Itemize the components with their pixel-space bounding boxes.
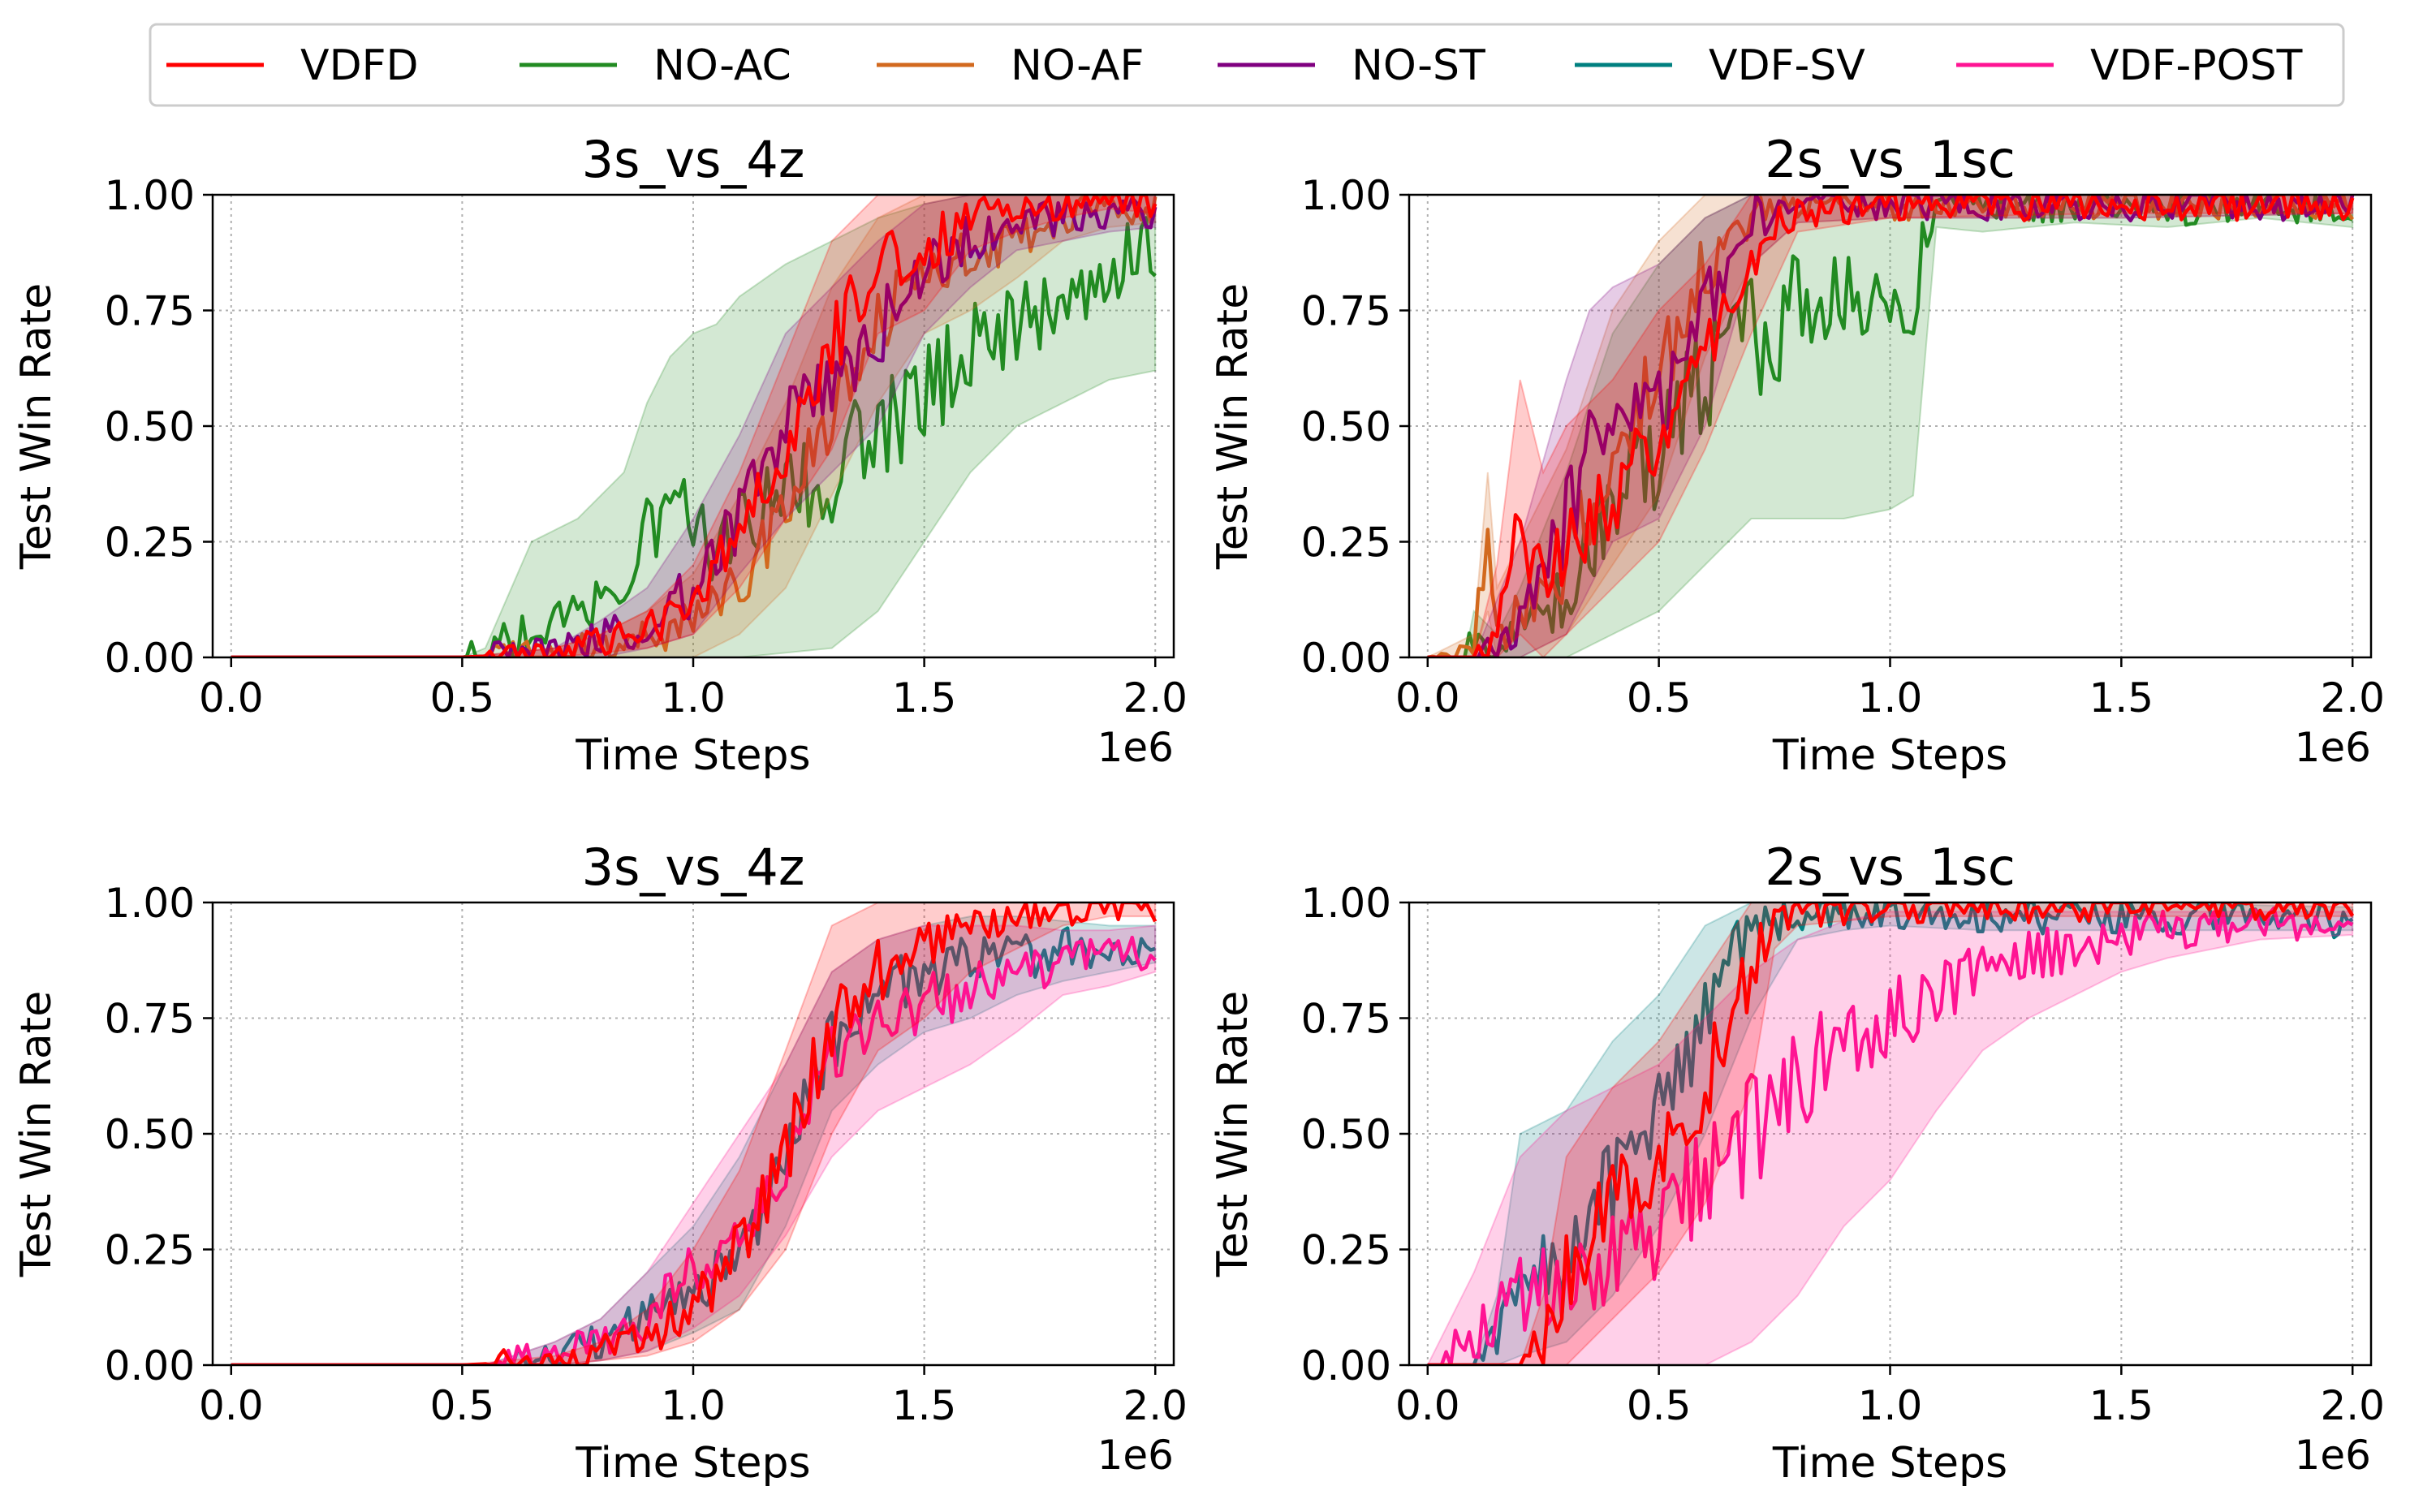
- subplot-title: 3s_vs_4z: [582, 130, 805, 189]
- line-vdf-post: [231, 935, 1157, 1365]
- y-tick-label: 0.00: [105, 635, 195, 682]
- subplot-4: 0.0 0.5 1.0 1.5 2.0 0.00 0.25 0.50 0.75 1.00 2s_vs…: [1209, 838, 2385, 1488]
- y-axis-label: Test Win Rate: [12, 283, 61, 570]
- y-axis-label: Test Win Rate: [1209, 283, 1257, 570]
- line-no-af: [231, 195, 1158, 657]
- x-tick-label: 0.5: [1627, 1382, 1692, 1429]
- y-tick-label: 1.00: [1301, 880, 1391, 927]
- legend-label-vdfd: VDFD: [300, 41, 419, 90]
- band-vdfd: [1427, 902, 2354, 1365]
- series-group: [231, 195, 1158, 657]
- x-tick-label: 1.0: [1858, 1382, 1923, 1429]
- line-vdfd: [231, 195, 1158, 657]
- x-tick-label: 2.0: [2320, 1382, 2385, 1429]
- line-no-ac: [231, 216, 1157, 657]
- y-tick-label: 0.50: [1301, 403, 1391, 450]
- y-tick-label: 1.00: [105, 172, 195, 219]
- legend-label-no-ac: NO-AC: [653, 41, 791, 90]
- subplot-title: 2s_vs_1sc: [1765, 838, 2016, 897]
- x-tick-label: 1.5: [892, 1382, 957, 1429]
- x-tick-label: 0.0: [1395, 1382, 1460, 1429]
- line-no-st: [231, 196, 1158, 657]
- y-axis-label: Test Win Rate: [12, 991, 61, 1277]
- y-tick-label: 0.75: [1301, 996, 1391, 1043]
- x-tick-label: 1.0: [661, 674, 726, 722]
- series-group: [1427, 195, 2355, 657]
- y-tick-label: 1.00: [105, 880, 195, 927]
- x-tick-label: 1.0: [1858, 674, 1923, 722]
- y-tick-label: 0.50: [105, 403, 195, 450]
- x-tick-label: 0.0: [199, 674, 264, 722]
- band-vdf-sv: [231, 915, 1157, 1365]
- y-tick-label: 0.25: [1301, 1227, 1391, 1274]
- x-tick-label: 0.5: [1627, 674, 1692, 722]
- subplot-title: 2s_vs_1sc: [1765, 130, 2016, 189]
- subplot-1: 0.0 0.5 1.0 1.5 2.0 0.00 0.25 0.50 0.75 1.00 3s_vs…: [12, 130, 1188, 780]
- y-tick-label: 0.75: [105, 288, 195, 335]
- x-tick-label: 0.5: [430, 674, 495, 722]
- y-tick-label: 0.00: [1301, 1342, 1391, 1389]
- x-axis-label: Time Steps: [575, 731, 810, 780]
- x-offset-label: 1e6: [2295, 724, 2371, 771]
- line-vdf-sv: [231, 926, 1156, 1365]
- legend-label-no-af: NO-AF: [1011, 41, 1144, 90]
- x-tick-label: 0.0: [199, 1382, 264, 1429]
- line-vdfd: [1427, 902, 2355, 1365]
- x-offset-label: 1e6: [1097, 1432, 1174, 1479]
- x-offset-label: 1e6: [2295, 1432, 2371, 1479]
- y-tick-label: 0.25: [1301, 519, 1391, 566]
- subplot-2: 0.0 0.5 1.0 1.5 2.0 0.00 0.25 0.50 0.75 1.00 2s_vs…: [1209, 130, 2385, 780]
- band-vdf-sv: [1427, 902, 2354, 1365]
- band-vdf-post: [231, 924, 1157, 1365]
- line-vdf-post: [1427, 906, 2354, 1365]
- subplot-3: 0.0 0.5 1.0 1.5 2.0 0.00 0.25 0.50 0.75 1.00 3s_vs…: [12, 838, 1188, 1488]
- y-tick-label: 0.25: [105, 519, 195, 566]
- legend-label-vdf-post: VDF-POST: [2090, 41, 2303, 90]
- x-tick-label: 2.0: [1123, 674, 1188, 722]
- x-tick-label: 1.5: [892, 674, 957, 722]
- x-tick-label: 2.0: [2320, 674, 2385, 722]
- subplot-title: 3s_vs_4z: [582, 838, 805, 897]
- x-tick-label: 0.0: [1395, 674, 1460, 722]
- legend-label-vdf-sv: VDF-SV: [1709, 41, 1865, 90]
- subplots: 0.0 0.5 1.0 1.5 2.0 0.00 0.25 0.50 0.75 1.00 3s_vs…: [12, 130, 2385, 1488]
- y-tick-label: 0.00: [105, 1342, 195, 1389]
- series-group: [231, 902, 1158, 1365]
- x-tick-label: 2.0: [1123, 1382, 1188, 1429]
- y-tick-label: 0.25: [105, 1227, 195, 1274]
- y-tick-label: 0.00: [1301, 635, 1391, 682]
- y-tick-label: 0.50: [1301, 1111, 1391, 1158]
- x-axis-label: Time Steps: [1772, 731, 2007, 780]
- series-group: [1426, 902, 2355, 1365]
- x-tick-label: 1.0: [661, 1382, 726, 1429]
- x-tick-label: 1.5: [2089, 1382, 2154, 1429]
- band-no-ac: [231, 195, 1157, 657]
- y-tick-label: 0.50: [105, 1111, 195, 1158]
- y-tick-label: 1.00: [1301, 172, 1391, 219]
- y-tick-label: 0.75: [1301, 288, 1391, 335]
- x-offset-label: 1e6: [1097, 724, 1174, 771]
- x-tick-label: 1.5: [2089, 674, 2154, 722]
- x-tick-label: 0.5: [430, 1382, 495, 1429]
- band-vdfd: [231, 902, 1157, 1365]
- line-vdfd: [231, 902, 1158, 1365]
- legend: VDFD NO-AC NO-AF NO-ST VDF-SV VDF-POST: [149, 23, 2345, 107]
- y-tick-label: 0.75: [105, 996, 195, 1043]
- band-no-ac: [1427, 195, 2354, 657]
- x-axis-label: Time Steps: [575, 1439, 810, 1488]
- x-axis-label: Time Steps: [1772, 1439, 2007, 1488]
- y-axis-label: Test Win Rate: [1209, 991, 1257, 1277]
- legend-label-no-st: NO-ST: [1352, 41, 1485, 90]
